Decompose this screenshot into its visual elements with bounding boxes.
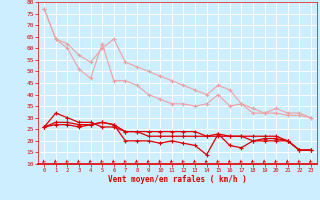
X-axis label: Vent moyen/en rafales ( km/h ): Vent moyen/en rafales ( km/h ) [108,175,247,184]
